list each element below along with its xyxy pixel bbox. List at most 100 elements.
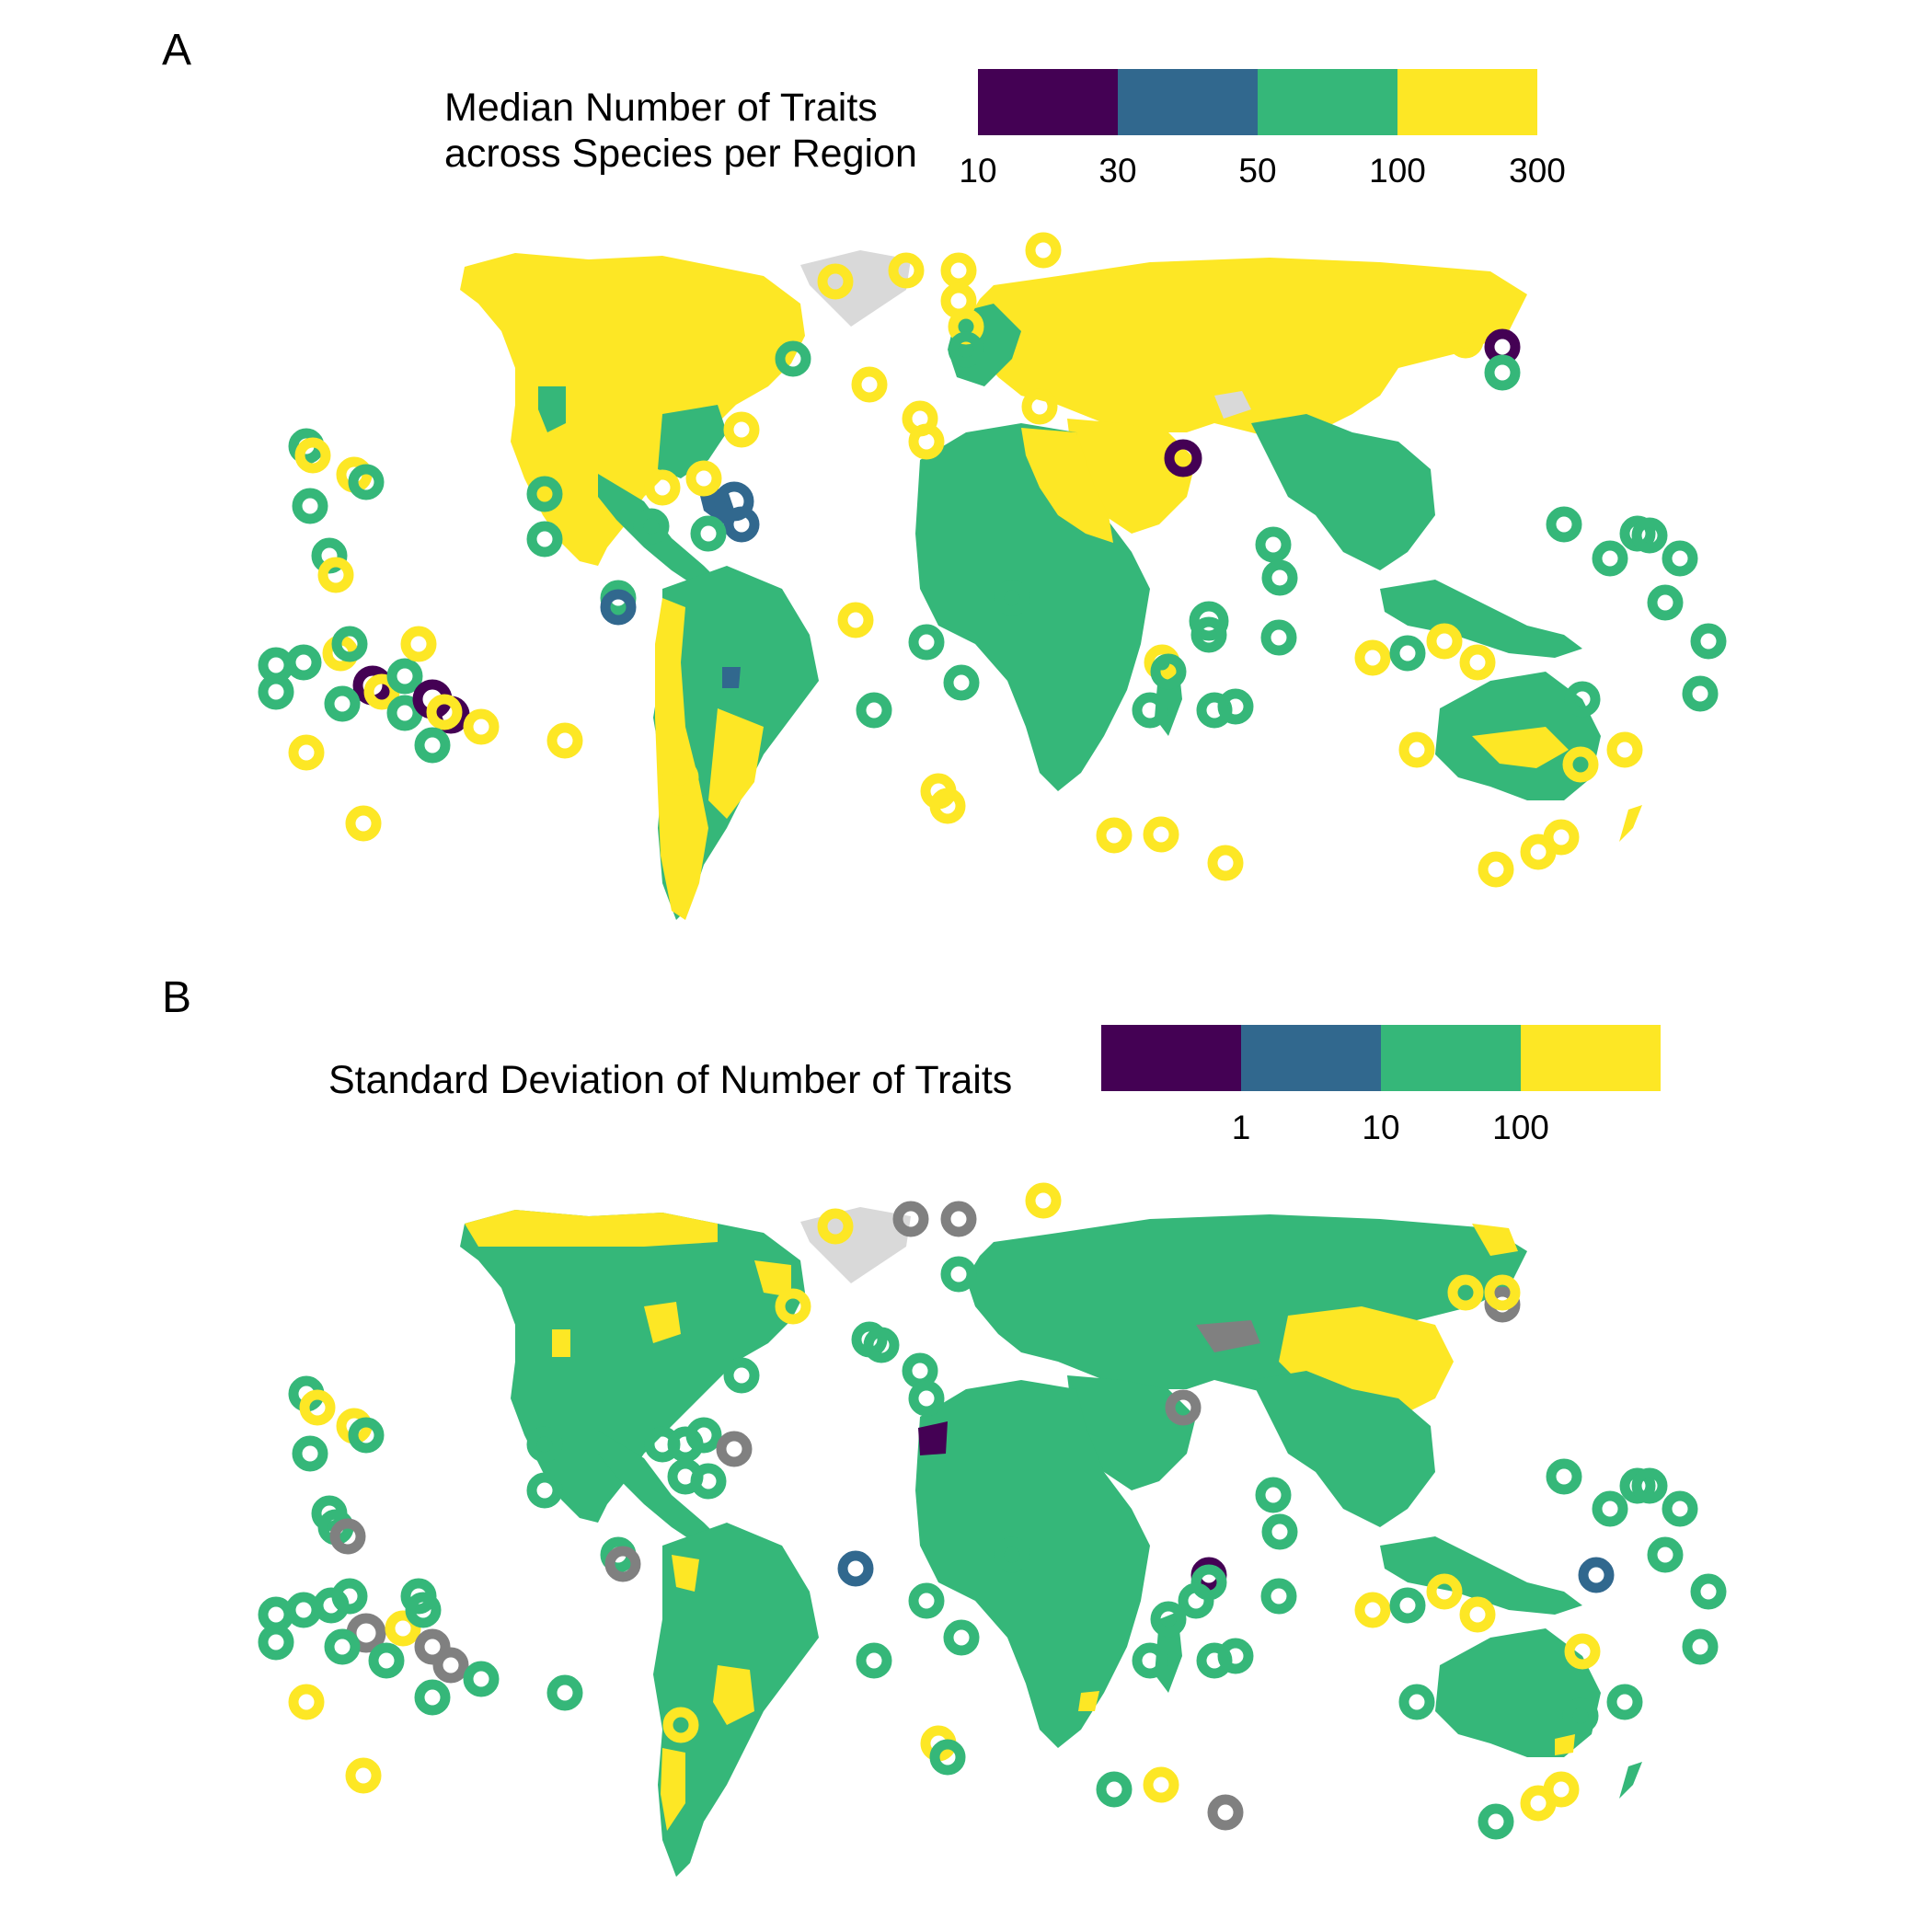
- region-ring-b: [1165, 1389, 1202, 1426]
- land-b-australia: [1435, 1628, 1601, 1757]
- legend-b-tick-3: 100: [1492, 1109, 1549, 1146]
- region-ring-a: [817, 263, 854, 300]
- region-ring-b: [258, 1596, 294, 1633]
- legend-a-tick-4: 100: [1369, 152, 1426, 190]
- region-ring-b: [1484, 1274, 1521, 1311]
- region-ring-a: [1662, 540, 1698, 577]
- region-ring-a: [1217, 688, 1254, 725]
- land-b-greenland: [800, 1207, 911, 1283]
- region-ring-b: [526, 1426, 563, 1463]
- region-ring-a: [1190, 616, 1227, 653]
- region-ring-b: [908, 1582, 945, 1619]
- legend-b-tick-2: 10: [1362, 1109, 1399, 1146]
- region-ring-a: [348, 464, 385, 500]
- region-ring-b: [288, 1684, 325, 1720]
- region-ring-b: [690, 1463, 727, 1500]
- region-ring-b: [1478, 1803, 1514, 1840]
- region-ring-b: [1690, 1573, 1727, 1610]
- legend-a-bin-2: [1118, 69, 1258, 135]
- region-ring-a: [662, 759, 699, 796]
- region-ring-b: [1132, 1642, 1168, 1679]
- panel-a: A Median Number of Traits across Species…: [162, 26, 1727, 920]
- land-b-arctic-yellow: [1472, 1224, 1518, 1256]
- land-a-south-america-south: [708, 708, 764, 819]
- region-ring-b: [331, 1578, 368, 1615]
- land-b-europe-asia: [966, 1214, 1527, 1398]
- panel-a-legend: Median Number of Traits across Species p…: [444, 69, 1566, 190]
- region-ring-a: [1562, 746, 1599, 783]
- region-ring-b: [258, 1624, 294, 1661]
- region-ring-b: [292, 1435, 328, 1472]
- region-ring-b: [432, 1647, 469, 1684]
- region-ring-b: [1426, 1573, 1463, 1610]
- region-ring-b: [414, 1679, 451, 1716]
- region-ring-b: [1207, 1794, 1244, 1831]
- land-b-asia-south-east: [1251, 1371, 1435, 1527]
- region-ring-a: [1484, 354, 1521, 391]
- region-ring-a: [723, 506, 760, 543]
- land-b-north-america: [460, 1210, 805, 1523]
- region-ring-a: [400, 626, 437, 662]
- region-ring-a: [948, 331, 984, 368]
- land-b-south-america-yellow1: [672, 1555, 699, 1592]
- land-b-us-mid: [644, 1302, 681, 1343]
- land-b-south-america-yellow3: [661, 1748, 685, 1831]
- map-b-rings: [258, 1182, 1727, 1840]
- legend-b-tick-1: 1: [1232, 1109, 1251, 1146]
- land-a-asia-south-east: [1251, 414, 1435, 570]
- legend-a-tick-3: 50: [1238, 152, 1276, 190]
- region-ring-a: [1546, 506, 1582, 543]
- region-ring-b: [723, 1357, 760, 1394]
- region-ring-a: [1478, 851, 1514, 888]
- region-ring-b: [1255, 1477, 1292, 1513]
- region-ring-a: [600, 589, 637, 626]
- land-b-western-sahara: [918, 1421, 948, 1455]
- region-ring-b: [405, 1592, 442, 1628]
- region-ring-a: [285, 644, 322, 681]
- region-ring-b: [1447, 1274, 1484, 1311]
- region-ring-a: [644, 469, 681, 506]
- region-ring-b: [1543, 1771, 1580, 1808]
- region-ring-a: [1025, 232, 1062, 269]
- region-ring-a: [1543, 819, 1580, 856]
- region-ring-a: [908, 423, 945, 460]
- land-a-south-america-west: [655, 598, 708, 920]
- region-ring-b: [1564, 1633, 1601, 1670]
- region-ring-b: [1578, 1557, 1615, 1593]
- land-b-south-america-yellow2: [713, 1665, 754, 1725]
- land-a-us-east: [658, 405, 727, 478]
- legend-b-bin-4: [1521, 1025, 1661, 1091]
- region-ring-b: [1025, 1182, 1062, 1219]
- region-ring-a: [1389, 635, 1426, 672]
- region-ring-a: [1690, 623, 1727, 660]
- region-ring-b: [1682, 1628, 1719, 1665]
- land-a-south-america-bolivia: [722, 667, 741, 688]
- region-ring-b: [892, 1201, 929, 1237]
- region-ring-a: [1150, 653, 1187, 690]
- region-ring-a: [856, 692, 892, 729]
- region-ring-a: [1164, 439, 1202, 477]
- region-ring-b: [546, 1674, 583, 1711]
- land-b-central-america: [598, 1431, 718, 1546]
- region-ring-b: [1459, 1596, 1496, 1633]
- land-b-africa: [915, 1380, 1150, 1748]
- region-ring-a: [317, 557, 354, 593]
- region-ring-b: [1143, 1766, 1179, 1803]
- region-ring-a: [1606, 731, 1643, 768]
- region-ring-b: [1398, 1684, 1435, 1720]
- region-ring-a: [386, 695, 423, 731]
- region-ring-a: [888, 252, 925, 289]
- region-ring-a: [331, 626, 368, 662]
- region-ring-b: [685, 1417, 722, 1454]
- region-ring-b: [526, 1472, 563, 1509]
- legend-a-bin-1: [978, 69, 1118, 135]
- region-ring-b: [1662, 1490, 1698, 1527]
- region-ring-a: [1132, 692, 1168, 729]
- land-b-canada-arctic: [465, 1210, 718, 1247]
- region-ring-b: [817, 1208, 854, 1245]
- region-ring-b: [1592, 1490, 1628, 1527]
- region-ring-b: [929, 1739, 966, 1776]
- region-ring-b: [1260, 1578, 1297, 1615]
- panel-b-legend: Standard Deviation of Number of Traits 1…: [328, 1025, 1661, 1146]
